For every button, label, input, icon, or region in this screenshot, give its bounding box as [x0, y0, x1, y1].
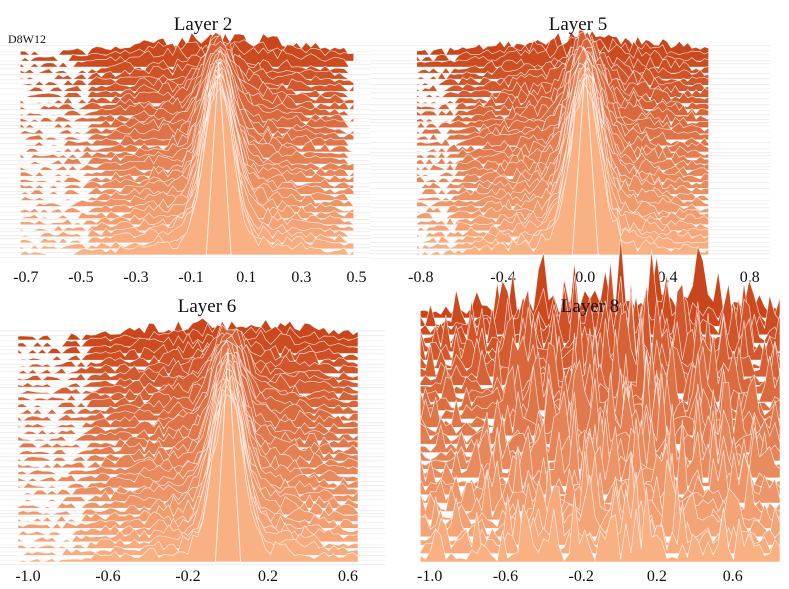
ridge-20	[19, 59, 355, 177]
x-tick-label: -0.6	[95, 568, 120, 585]
ridge-21	[419, 417, 781, 496]
ridge-19	[19, 57, 355, 171]
x-tick-label: -0.3	[123, 269, 148, 286]
x-tick-label: 0.8	[740, 269, 760, 286]
x-tick-label: 0.5	[347, 269, 367, 286]
chart-svg: Layer 8 -1.0 -0.6 -0.2 0.2 0.6	[417, 235, 781, 585]
ridge-25	[19, 68, 355, 207]
ridge-11	[17, 333, 359, 415]
ridge-2	[416, 43, 709, 68]
ridge-7	[20, 35, 354, 98]
ridge-33	[17, 393, 359, 563]
x-tick-label: -0.4	[490, 269, 515, 286]
ridge-22	[17, 360, 359, 489]
ridge-29	[17, 389, 359, 536]
central-peak-outline	[571, 62, 599, 256]
ridge-10	[19, 46, 354, 117]
ridge-16	[17, 340, 359, 449]
ridge-9	[17, 332, 359, 401]
central-peak-outline	[214, 348, 242, 563]
ridge-32	[18, 385, 359, 556]
ridge-10	[419, 317, 781, 403]
x-tick-label: -0.2	[569, 568, 594, 585]
x-tick-label: -0.6	[493, 568, 518, 585]
ridge-20	[419, 409, 781, 487]
ridge-26	[17, 378, 359, 516]
ridge-4	[17, 342, 359, 368]
ridge-21	[17, 358, 359, 482]
x-tick-label: 0.6	[338, 568, 358, 585]
ridge-24	[19, 67, 354, 201]
ridge-23	[18, 61, 355, 195]
ridge-6	[17, 319, 359, 381]
ridge-4	[19, 53, 354, 80]
x-tick-label: -0.8	[408, 269, 433, 286]
ridge-27	[20, 73, 355, 219]
chart-svg: Layer 6 -1.0 -0.6 -0.2 0.2 0.6	[0, 296, 385, 585]
chart-panel-layer-2: Layer 2 -0.7 -0.5 -0.3 -0.1 0.1 0.3 0.5	[0, 0, 370, 290]
x-tick-label: -0.5	[68, 269, 93, 286]
chart-panel-layer-8: Layer 8 -1.0 -0.6 -0.2 0.2 0.6	[385, 235, 789, 589]
ridge-33	[416, 80, 709, 256]
ridge-26	[19, 80, 355, 214]
ridge-18	[19, 58, 354, 165]
x-tick-label: 0.6	[723, 568, 743, 585]
x-tick-label: 0.0	[575, 269, 595, 286]
ridge-5	[16, 341, 359, 375]
ridge-12	[19, 52, 354, 129]
x-tick-label: 0.2	[258, 568, 278, 585]
chart-svg: Layer 5-0.8-0.40.00.40.8	[370, 14, 770, 286]
ridge-6	[20, 31, 355, 92]
x-tick-label: 0.3	[291, 269, 311, 286]
ridge-14	[18, 339, 359, 435]
x-tick-label: -0.1	[178, 269, 203, 286]
ridge-30	[20, 73, 354, 238]
chart-title: Layer 2	[174, 14, 233, 35]
ridge-9	[19, 40, 355, 111]
ridge-16	[20, 49, 354, 153]
ridge-31	[19, 86, 354, 244]
ridge-31	[17, 389, 359, 549]
ridge-8	[17, 328, 359, 395]
ridge-23	[18, 368, 359, 496]
chart-title: Layer 8	[561, 296, 620, 317]
chart-panel-layer-6: Layer 6 -1.0 -0.6 -0.2 0.2 0.6	[0, 290, 385, 589]
ridge-1	[17, 322, 359, 348]
chart-panel-layer-5: Layer 5-0.8-0.40.00.40.8	[370, 0, 770, 290]
ridge-22	[19, 65, 355, 189]
x-tick-label: 0.1	[236, 269, 256, 286]
x-tick-label: -1.0	[15, 568, 40, 585]
ridge-29	[419, 487, 781, 563]
figure-tag: D8W12	[8, 32, 46, 46]
ridge-18	[17, 351, 359, 462]
ridge-3	[19, 46, 354, 74]
ridge-12	[17, 335, 359, 422]
ridge-3	[17, 330, 359, 361]
ridge-27	[17, 377, 359, 523]
chart-title: Layer 5	[549, 14, 608, 35]
ridge-33	[19, 87, 355, 256]
x-tick-label: -1.0	[417, 568, 442, 585]
central-peak-outline	[205, 62, 232, 256]
chart-svg: Layer 2 -0.7 -0.5 -0.3 -0.1 0.1 0.3 0.5	[0, 14, 370, 286]
ridge-2	[19, 42, 354, 68]
ridge-3	[415, 43, 709, 74]
x-tick-label: -0.7	[13, 269, 38, 286]
ridge-11	[19, 47, 355, 123]
ridge-13	[19, 50, 355, 135]
ridge-19	[17, 352, 359, 469]
chart-title: Layer 6	[178, 296, 237, 317]
x-tick-label: -0.2	[175, 568, 200, 585]
x-tick-label: 0.2	[647, 568, 667, 585]
ridge-30	[17, 376, 359, 543]
ridge-21	[19, 60, 355, 183]
ridge-15	[20, 50, 354, 147]
ridge-24	[18, 375, 359, 502]
ridge-28	[17, 374, 359, 529]
ridge-8	[19, 33, 355, 105]
ridge-29	[19, 77, 355, 232]
ridge-10	[17, 341, 359, 408]
ridge-25	[17, 368, 359, 509]
